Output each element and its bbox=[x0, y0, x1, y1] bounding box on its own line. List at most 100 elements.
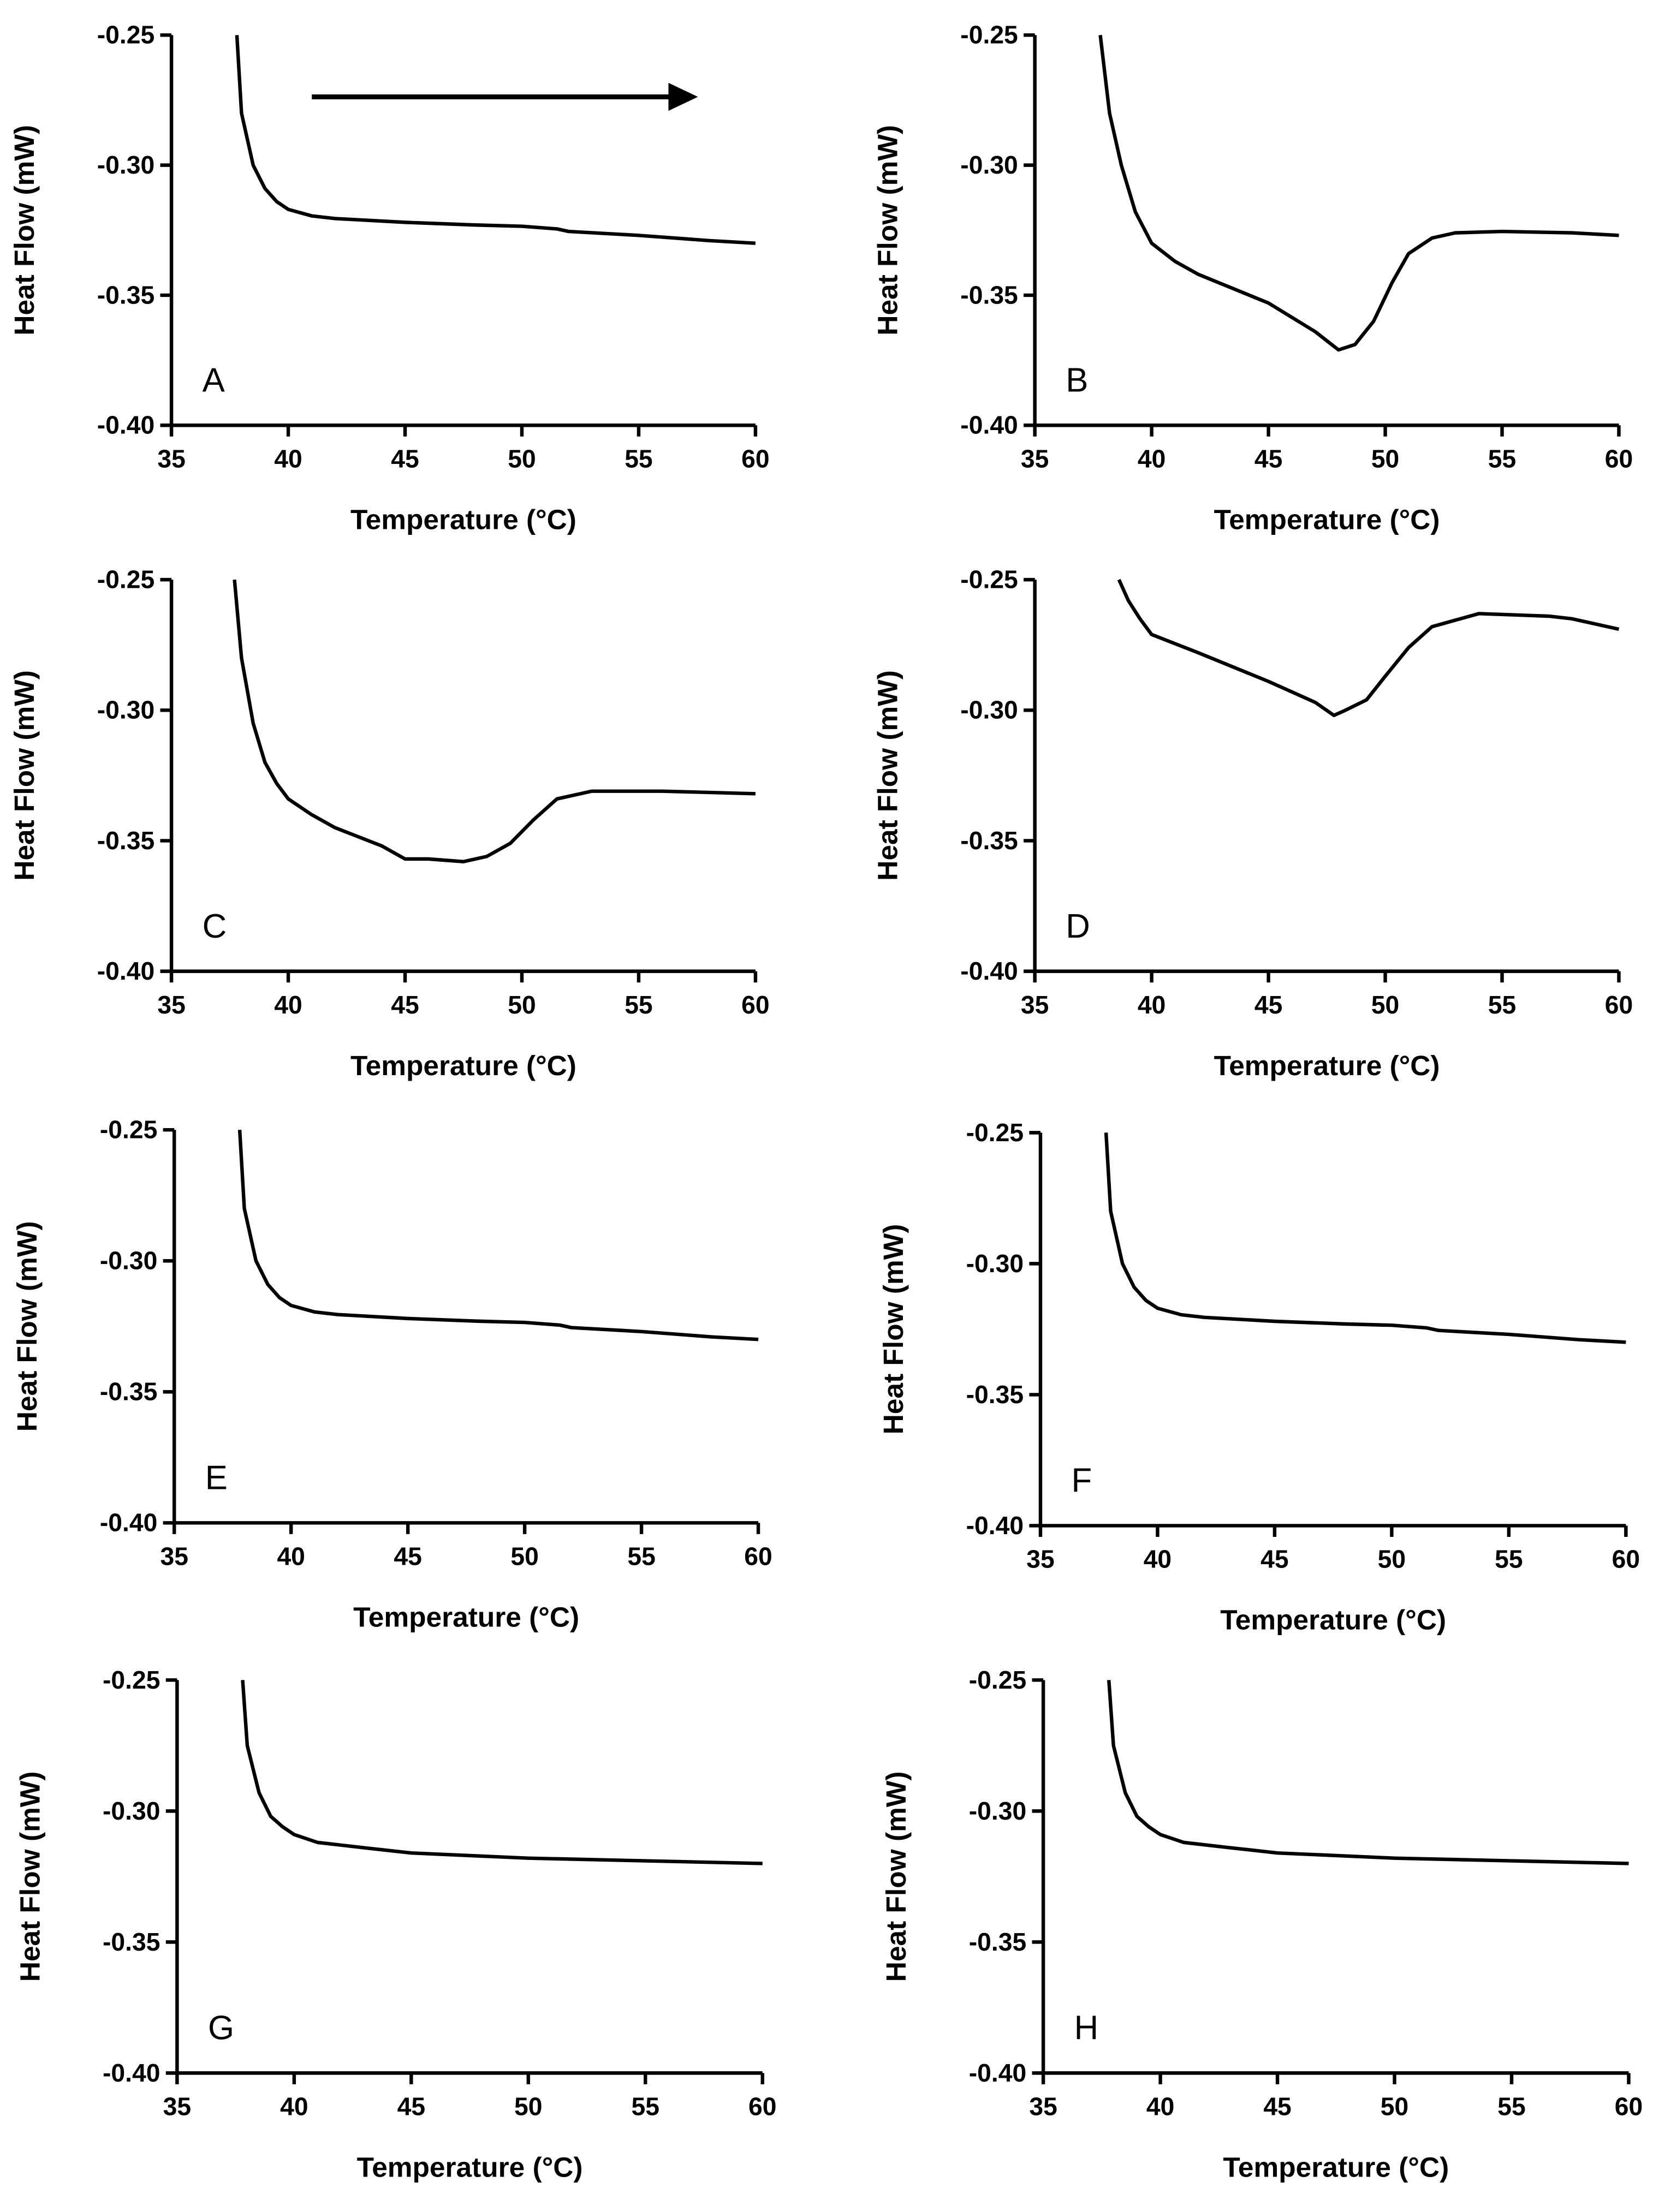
y-tick-label: -0.35 bbox=[960, 826, 1018, 855]
x-tick-label: 60 bbox=[1612, 1545, 1640, 1573]
panel-label: E bbox=[205, 1459, 228, 1497]
y-tick-label: -0.35 bbox=[966, 1380, 1024, 1409]
y-axis-label: Heat Flow (mW) bbox=[8, 670, 40, 881]
y-axis-label: Heat Flow (mW) bbox=[877, 1224, 909, 1435]
panel-label: H bbox=[1074, 2010, 1099, 2047]
y-tick-label: -0.25 bbox=[960, 565, 1018, 594]
panel-label: G bbox=[208, 2010, 234, 2047]
x-tick-label: 45 bbox=[397, 2092, 425, 2121]
y-tick-label: -0.25 bbox=[97, 21, 154, 49]
x-tick-label: 55 bbox=[1495, 1545, 1523, 1573]
panel-label: F bbox=[1072, 1462, 1092, 1500]
x-axis-label: Temperature (°C) bbox=[353, 1601, 579, 1633]
y-tick-label: -0.35 bbox=[100, 1378, 158, 1406]
y-axis-label: Heat Flow (mW) bbox=[11, 1221, 43, 1432]
x-tick-label: 40 bbox=[1138, 444, 1165, 473]
y-tick-label: -0.30 bbox=[103, 1797, 160, 1825]
x-tick-label: 50 bbox=[1378, 1545, 1406, 1573]
x-tick-label: 55 bbox=[1488, 991, 1516, 1019]
y-tick-label: -0.40 bbox=[960, 411, 1018, 439]
heat-flow-curve bbox=[1107, 1680, 1629, 1865]
y-axis-label: Heat Flow (mW) bbox=[872, 125, 903, 336]
x-tick-label: 40 bbox=[1146, 2092, 1174, 2121]
y-tick-label: -0.30 bbox=[97, 696, 154, 724]
y-tick-label: -0.35 bbox=[969, 1928, 1027, 1956]
y-tick-label: -0.40 bbox=[100, 1509, 158, 1537]
x-tick-label: 60 bbox=[741, 444, 769, 473]
y-tick-label: -0.35 bbox=[103, 1928, 160, 1956]
x-tick-label: 35 bbox=[1026, 1545, 1054, 1573]
heat-flow-curve bbox=[1098, 34, 1619, 352]
y-tick-label: -0.40 bbox=[969, 2059, 1027, 2087]
x-tick-label: 55 bbox=[627, 1542, 655, 1570]
x-tick-label: 60 bbox=[1605, 444, 1633, 473]
x-axis-label: Temperature (°C) bbox=[1223, 2151, 1449, 2183]
x-tick-label: 35 bbox=[160, 1542, 188, 1570]
x-axis-label: Temperature (°C) bbox=[1220, 1604, 1446, 1636]
panel-label: A bbox=[203, 362, 225, 400]
y-tick-label: -0.40 bbox=[966, 1511, 1024, 1540]
y-tick-label: -0.40 bbox=[960, 957, 1018, 985]
x-tick-label: 45 bbox=[391, 444, 419, 473]
heat-flow-curve bbox=[1117, 579, 1620, 718]
x-tick-label: 50 bbox=[1381, 2092, 1408, 2121]
x-tick-label: 45 bbox=[394, 1542, 421, 1570]
heat-flow-curve bbox=[235, 35, 756, 245]
y-tick-label: -0.25 bbox=[969, 1666, 1027, 1694]
x-tick-label: 40 bbox=[1138, 991, 1165, 1019]
x-tick-label: 50 bbox=[1371, 444, 1399, 473]
x-tick-label: 55 bbox=[625, 444, 652, 473]
panel-label: B bbox=[1066, 362, 1088, 400]
x-tick-label: 40 bbox=[277, 1542, 305, 1570]
y-tick-label: -0.35 bbox=[97, 826, 154, 855]
y-tick-label: -0.30 bbox=[100, 1247, 158, 1275]
x-tick-label: 45 bbox=[1254, 991, 1282, 1019]
x-tick-label: 45 bbox=[1254, 444, 1282, 473]
x-tick-label: 60 bbox=[1615, 2092, 1643, 2121]
x-tick-label: 35 bbox=[157, 991, 185, 1019]
panel-label: D bbox=[1066, 908, 1090, 945]
y-tick-label: -0.25 bbox=[960, 21, 1018, 49]
x-tick-label: 40 bbox=[274, 444, 302, 473]
x-tick-label: 50 bbox=[508, 444, 536, 473]
x-tick-label: 35 bbox=[163, 2092, 191, 2121]
y-tick-label: -0.30 bbox=[966, 1249, 1024, 1278]
x-tick-label: 45 bbox=[1263, 2092, 1291, 2121]
x-tick-label: 40 bbox=[280, 2092, 308, 2121]
x-axis-label: Temperature (°C) bbox=[350, 1050, 576, 1081]
y-tick-label: -0.30 bbox=[960, 151, 1018, 179]
y-tick-label: -0.35 bbox=[960, 281, 1018, 309]
y-tick-label: -0.25 bbox=[103, 1666, 160, 1694]
heat-flow-curve bbox=[241, 1680, 763, 1865]
x-tick-label: 40 bbox=[1144, 1545, 1172, 1573]
y-axis-label: Heat Flow (mW) bbox=[880, 1772, 912, 1982]
y-axis-label: Heat Flow (mW) bbox=[14, 1772, 45, 1982]
y-tick-label: -0.30 bbox=[969, 1797, 1027, 1825]
heat-flow-curve bbox=[1104, 1132, 1626, 1344]
y-axis-label: Heat Flow (mW) bbox=[872, 670, 903, 881]
x-tick-label: 55 bbox=[625, 991, 652, 1019]
x-tick-label: 50 bbox=[510, 1542, 538, 1570]
x-tick-label: 35 bbox=[157, 444, 185, 473]
y-tick-label: -0.30 bbox=[960, 696, 1018, 724]
x-axis-label: Temperature (°C) bbox=[1214, 1050, 1440, 1081]
y-tick-label: -0.25 bbox=[100, 1116, 158, 1144]
x-tick-label: 35 bbox=[1029, 2092, 1057, 2121]
y-tick-label: -0.40 bbox=[97, 411, 154, 439]
x-tick-label: 45 bbox=[1260, 1545, 1288, 1573]
heat-flow-curve bbox=[237, 1130, 759, 1341]
x-axis-label: Temperature (°C) bbox=[350, 504, 576, 535]
y-axis-label: Heat Flow (mW) bbox=[8, 125, 40, 336]
y-tick-label: -0.25 bbox=[97, 565, 154, 594]
x-tick-label: 60 bbox=[744, 1542, 772, 1570]
x-axis-label: Temperature (°C) bbox=[357, 2151, 583, 2183]
